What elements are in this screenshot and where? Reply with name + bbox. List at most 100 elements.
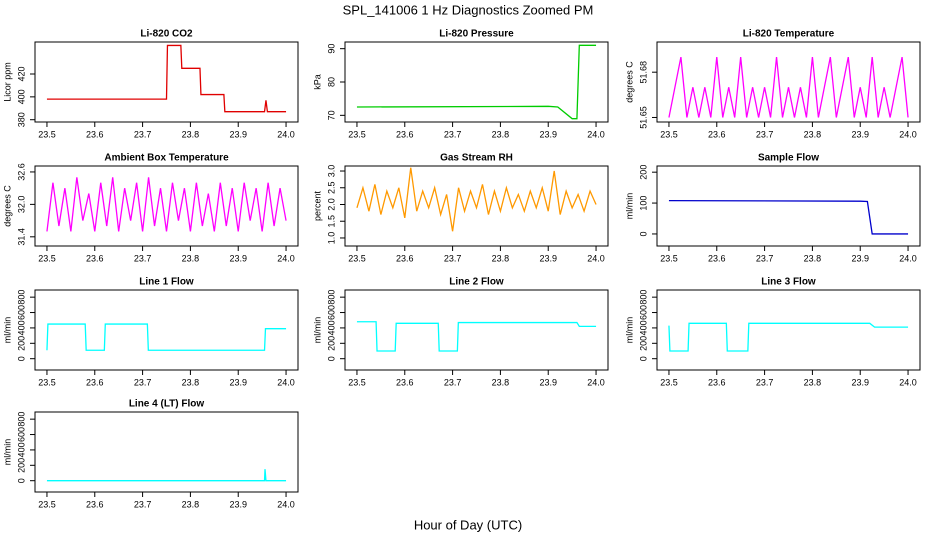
y-tick-label: 31.4 [16, 228, 26, 246]
x-tick-label: 23.7 [444, 129, 462, 139]
page-title: SPL_141006 1 Hz Diagnostics Zoomed PM [343, 2, 594, 17]
y-tick-label: 2.0 [326, 198, 336, 211]
x-tick-label: 23.6 [708, 377, 726, 387]
x-tick-label: 23.5 [660, 253, 678, 263]
x-tick-label: 23.5 [348, 253, 366, 263]
x-tick-label: 23.6 [396, 377, 414, 387]
x-tick-label: 23.9 [851, 377, 869, 387]
x-tick-label: 24.0 [277, 129, 295, 139]
x-axis-label: Hour of Day (UTC) [414, 517, 522, 532]
x-tick-label: 24.0 [587, 129, 605, 139]
y-axis-label: Licor ppm [2, 62, 12, 102]
x-tick-label: 23.5 [348, 377, 366, 387]
y-tick-label: 600 [638, 305, 648, 320]
y-tick-label: 2.5 [326, 181, 336, 194]
y-tick-label: 200 [638, 165, 648, 180]
panel-title: Line 1 Flow [139, 277, 194, 288]
plot-frame [344, 41, 609, 123]
x-tick-label: 23.8 [182, 377, 200, 387]
y-tick-label: 0 [638, 231, 648, 236]
x-tick-label: 23.9 [539, 253, 557, 263]
panel-title: Ambient Box Temperature [104, 153, 229, 164]
x-tick-label: 24.0 [277, 253, 295, 263]
x-tick-label: 23.6 [86, 499, 104, 509]
x-tick-label: 23.7 [756, 129, 774, 139]
x-tick-label: 23.6 [86, 253, 104, 263]
plot-frame [34, 411, 299, 493]
x-tick-label: 24.0 [587, 377, 605, 387]
y-tick-label: 0 [16, 478, 26, 483]
x-tick-label: 23.9 [229, 499, 247, 509]
y-tick-label: 200 [326, 336, 336, 351]
y-tick-label: 70 [326, 110, 336, 120]
y-tick-label: 600 [16, 305, 26, 320]
x-tick-label: 23.7 [756, 253, 774, 263]
x-tick-label: 23.6 [708, 129, 726, 139]
y-axis-label: degrees C [624, 61, 634, 103]
x-tick-label: 23.9 [229, 253, 247, 263]
plot-frame [34, 289, 299, 371]
x-tick-label: 23.7 [134, 253, 152, 263]
x-tick-label: 23.5 [38, 499, 56, 509]
data-line [356, 44, 597, 120]
data-line [356, 167, 597, 232]
y-axis-label: ml/min [312, 317, 322, 344]
y-tick-label: 600 [16, 427, 26, 442]
panel-title: Li-820 Pressure [439, 29, 514, 40]
y-tick-label: 200 [638, 336, 648, 351]
x-tick-label: 23.5 [38, 377, 56, 387]
y-axis-label: ml/min [624, 317, 634, 344]
panel-title: Line 3 Flow [761, 277, 816, 288]
y-tick-label: 200 [16, 336, 26, 351]
data-line [356, 321, 597, 352]
y-axis-label: ml/min [2, 439, 12, 466]
y-tick-label: 600 [326, 305, 336, 320]
y-tick-label: 400 [16, 89, 26, 104]
x-tick-label: 23.7 [134, 377, 152, 387]
x-tick-label: 23.5 [38, 129, 56, 139]
x-tick-label: 23.6 [708, 253, 726, 263]
x-tick-label: 23.6 [396, 129, 414, 139]
y-tick-label: 80 [326, 77, 336, 87]
x-tick-label: 23.5 [348, 129, 366, 139]
x-tick-label: 24.0 [899, 377, 917, 387]
x-tick-label: 23.8 [804, 377, 822, 387]
panel-title: Sample Flow [758, 153, 819, 164]
x-tick-label: 23.9 [851, 253, 869, 263]
x-tick-label: 23.8 [492, 377, 510, 387]
x-tick-label: 23.6 [396, 253, 414, 263]
y-tick-label: 0 [16, 356, 26, 361]
y-tick-label: 0 [326, 356, 336, 361]
data-line [46, 177, 287, 232]
x-tick-label: 23.6 [86, 377, 104, 387]
plot-frame [656, 165, 921, 247]
plot-frame [656, 41, 921, 123]
y-tick-label: 1.0 [326, 232, 336, 245]
data-line [46, 469, 287, 482]
y-tick-label: 400 [16, 442, 26, 457]
panel-title: Line 2 Flow [449, 277, 504, 288]
plot-frame [34, 165, 299, 247]
x-tick-label: 23.7 [444, 377, 462, 387]
x-tick-label: 23.9 [229, 377, 247, 387]
y-tick-label: 200 [16, 458, 26, 473]
y-tick-label: 400 [638, 320, 648, 335]
x-tick-label: 23.5 [660, 377, 678, 387]
x-tick-label: 23.9 [539, 377, 557, 387]
x-tick-label: 23.8 [804, 253, 822, 263]
panel-title: Line 4 (LT) Flow [129, 399, 205, 410]
x-tick-label: 23.9 [851, 129, 869, 139]
y-tick-label: 51.68 [638, 61, 648, 84]
y-tick-label: 0 [638, 356, 648, 361]
y-axis-label: degrees C [2, 185, 12, 227]
x-tick-label: 24.0 [277, 377, 295, 387]
plot-frame [344, 289, 609, 371]
y-tick-label: 800 [638, 290, 648, 305]
x-tick-label: 23.7 [756, 377, 774, 387]
y-tick-label: 420 [16, 66, 26, 81]
x-tick-label: 23.8 [492, 129, 510, 139]
y-tick-label: 800 [16, 290, 26, 305]
y-axis-label: ml/min [624, 193, 634, 220]
x-tick-label: 23.8 [804, 129, 822, 139]
